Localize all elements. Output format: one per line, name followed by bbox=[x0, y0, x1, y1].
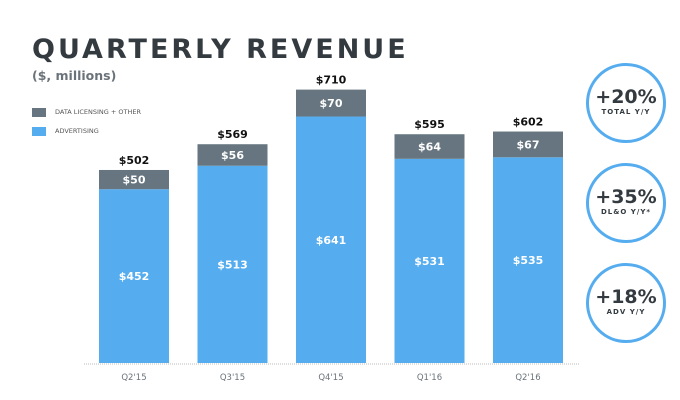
legend-swatch-dlo bbox=[32, 107, 46, 117]
data-label-advertising: $452 bbox=[119, 270, 150, 283]
bar-dlo bbox=[99, 169, 169, 190]
data-label-dlo: $56 bbox=[221, 149, 244, 162]
x-tick-label: Q1'16 bbox=[417, 373, 442, 383]
data-label-dlo: $67 bbox=[517, 138, 540, 151]
data-label-dlo: $64 bbox=[418, 141, 441, 154]
x-tick-label: Q4'15 bbox=[318, 373, 343, 383]
chart-title: QUARTERLY REVENUE bbox=[32, 34, 409, 65]
bar-dlo bbox=[197, 144, 268, 166]
badge-adv-yy: +18% ADV Y/Y bbox=[586, 263, 666, 343]
bar-advertising bbox=[99, 189, 169, 363]
badge-total-yy: +20% TOTAL Y/Y bbox=[586, 63, 666, 143]
bar-dlo bbox=[296, 89, 366, 117]
badge-dlo-value: +35% bbox=[595, 186, 657, 208]
data-label-dlo: $70 bbox=[320, 97, 343, 110]
badge-dlo-yy: +35% DL&O Y/Y* bbox=[586, 163, 666, 243]
data-label-advertising: $531 bbox=[414, 255, 445, 268]
x-tick-label: Q3'15 bbox=[220, 373, 245, 383]
x-tick-label: Q2'16 bbox=[515, 373, 540, 383]
badge-total-value: +20% bbox=[595, 86, 657, 108]
bar-advertising bbox=[197, 165, 268, 363]
legend-swatch-advertising bbox=[32, 126, 46, 136]
data-label-total: $710 bbox=[316, 74, 347, 87]
bar-advertising bbox=[493, 157, 563, 363]
data-label-dlo: $50 bbox=[123, 174, 146, 187]
x-tick-label: Q2'15 bbox=[121, 373, 146, 383]
data-label-advertising: $641 bbox=[316, 234, 347, 247]
bar-dlo bbox=[493, 131, 563, 158]
bar-dlo bbox=[394, 134, 465, 159]
badge-dlo-label: DL&O Y/Y* bbox=[600, 208, 652, 216]
data-label-advertising: $513 bbox=[217, 258, 248, 271]
chart-subtitle: ($, millions) bbox=[32, 68, 117, 83]
legend: DATA LICENSING + OTHER ADVERTISING bbox=[32, 103, 141, 141]
legend-item-advertising: ADVERTISING bbox=[32, 122, 141, 140]
badge-adv-label: ADV Y/Y bbox=[606, 308, 646, 316]
badge-adv-value: +18% bbox=[595, 286, 657, 308]
legend-label-dlo: DATA LICENSING + OTHER bbox=[55, 108, 141, 116]
legend-item-dlo: DATA LICENSING + OTHER bbox=[32, 103, 141, 121]
data-label-total: $502 bbox=[119, 154, 150, 167]
bar-advertising bbox=[296, 116, 366, 364]
data-label-total: $569 bbox=[217, 128, 248, 141]
badge-total-label: TOTAL Y/Y bbox=[601, 108, 651, 116]
legend-label-advertising: ADVERTISING bbox=[55, 127, 99, 135]
data-label-total: $602 bbox=[513, 116, 544, 129]
bar-advertising bbox=[394, 158, 465, 363]
data-label-advertising: $535 bbox=[513, 254, 544, 267]
data-label-total: $595 bbox=[414, 118, 445, 131]
